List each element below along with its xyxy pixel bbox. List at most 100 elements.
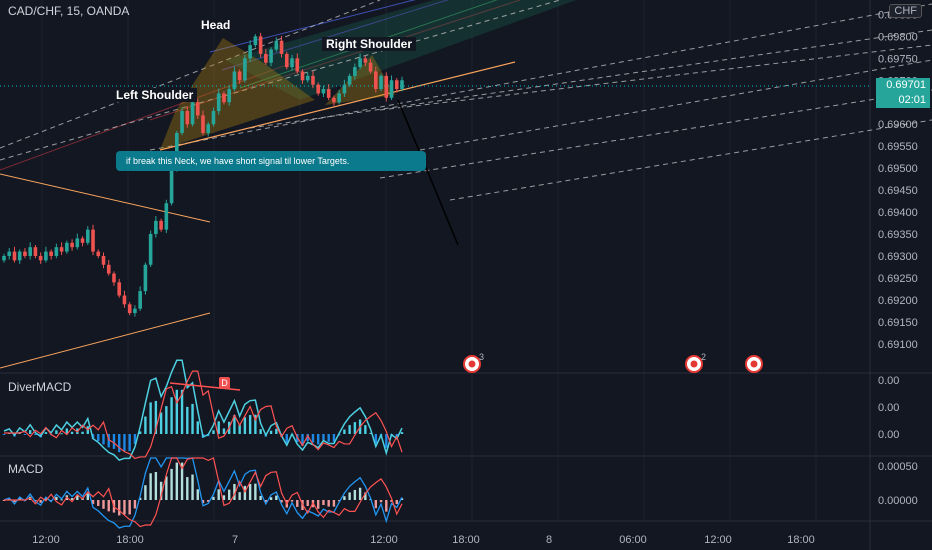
macd-histogram-bar — [128, 500, 131, 515]
time-tick: 7 — [232, 534, 238, 546]
macd-histogram-bar — [70, 498, 74, 500]
price-tick: 0.69450 — [878, 185, 918, 197]
projection-line — [0, 0, 381, 149]
divermacd-bar — [175, 389, 179, 434]
divermacd-bar — [112, 434, 116, 449]
candle-body — [148, 234, 153, 265]
divermacd-bar — [400, 432, 404, 434]
time-tick: 18:00 — [452, 534, 480, 546]
candle-body — [363, 58, 368, 63]
macd-histogram-bar — [317, 500, 320, 509]
divermacd-bar — [55, 430, 58, 434]
trend-line — [0, 173, 211, 223]
macd-histogram-bar — [165, 476, 168, 500]
divermacd-bar — [118, 434, 121, 453]
divermacd-line — [3, 359, 403, 461]
macd-histogram-bar — [358, 487, 362, 500]
macd-histogram-bar — [60, 499, 63, 501]
divermacd-bar — [217, 421, 220, 434]
divermacd-bar — [81, 431, 84, 434]
divermacd-bar — [353, 422, 357, 434]
candle-body — [295, 58, 300, 72]
candle-body — [190, 102, 195, 125]
time-tick: 12:00 — [704, 534, 732, 546]
candle-body — [2, 255, 6, 261]
candle-body — [12, 251, 17, 261]
macd-histogram-bar — [34, 500, 37, 501]
pitchfork-line — [221, 0, 450, 71]
divermacd-bar — [133, 434, 137, 445]
candle-body — [237, 71, 242, 81]
pitchfork-line — [0, 59, 301, 171]
projection-line — [149, 3, 932, 151]
candle-body — [379, 75, 383, 90]
macd-histogram-bar — [332, 500, 336, 507]
macd-histogram-bar — [227, 489, 231, 500]
macd-label[interactable]: MACD — [8, 462, 44, 476]
price-tick: 0.69300 — [878, 251, 918, 263]
candle-body — [243, 58, 247, 81]
price-tick: 0.69500 — [878, 163, 918, 175]
candle-body — [211, 111, 216, 125]
candle-body — [353, 67, 357, 76]
divermacd-bar — [28, 430, 32, 434]
candle-body — [143, 264, 148, 292]
price-tick: 0.69350 — [878, 229, 918, 241]
divermacd-bar — [248, 415, 252, 434]
candle-body — [269, 49, 273, 63]
projection-line — [419, 59, 932, 151]
candle-body — [222, 93, 226, 103]
candle-body — [264, 53, 268, 63]
divermacd-bar — [285, 434, 288, 443]
divermacd-bar — [170, 397, 173, 434]
divermacd-signal — [4, 370, 403, 460]
macd-histogram-bar — [154, 472, 158, 500]
symbol-title[interactable]: CAD/CHF, 15, OANDA — [8, 4, 130, 18]
event-count: 3 — [479, 352, 484, 362]
divermacd-bar — [70, 431, 74, 434]
macd-histogram-bar — [97, 500, 100, 506]
divermacd-bar — [348, 425, 351, 434]
macd-histogram-bar — [102, 500, 105, 509]
pitchfork-line — [239, 0, 498, 89]
macd-histogram-bar — [107, 500, 110, 512]
macd-tick: 0.00050 — [878, 461, 918, 473]
divermacd-bar — [191, 403, 194, 434]
macd-histogram-bar — [322, 500, 325, 506]
divermacd-label[interactable]: DiverMACD — [8, 380, 72, 394]
candle-body — [122, 295, 127, 305]
macd-histogram-bar — [86, 493, 89, 500]
macd-histogram-bar — [123, 500, 126, 515]
candle-body — [374, 71, 378, 90]
macd-histogram-bar — [138, 497, 142, 500]
candle-body — [248, 45, 252, 59]
macd-histogram-bar — [275, 495, 278, 500]
divermacd-bar — [243, 417, 247, 434]
time-tick: 12:00 — [370, 534, 398, 546]
macd-histogram-bar — [55, 496, 58, 500]
candle-body — [195, 102, 200, 116]
divermacd-bar — [369, 432, 372, 434]
macd-histogram-bar — [264, 500, 268, 503]
candle-body — [164, 203, 169, 230]
macd-histogram-bar — [327, 500, 330, 507]
time-tick: 06:00 — [619, 534, 647, 546]
candle-body — [133, 308, 137, 314]
divermacd-tick: 0.00 — [878, 402, 899, 414]
candle-body — [159, 220, 163, 230]
event-marker-dot — [750, 360, 758, 368]
candle-body — [326, 89, 331, 98]
price-tick: 0.69800 — [878, 31, 918, 43]
divermacd-bar — [238, 424, 241, 434]
divermacd-bar — [186, 406, 189, 434]
pitchfork-line — [209, 0, 416, 53]
divermacd-bar — [306, 434, 309, 442]
currency-button[interactable]: CHF — [889, 4, 922, 18]
macd-histogram-bar — [186, 477, 189, 500]
projection-line — [379, 89, 932, 179]
macd-histogram-bar — [39, 500, 42, 503]
countdown-tag: 02:01 — [876, 93, 930, 108]
macd-histogram-bar — [364, 492, 367, 500]
divermacd-bar — [149, 402, 152, 434]
candle-body — [154, 220, 158, 235]
